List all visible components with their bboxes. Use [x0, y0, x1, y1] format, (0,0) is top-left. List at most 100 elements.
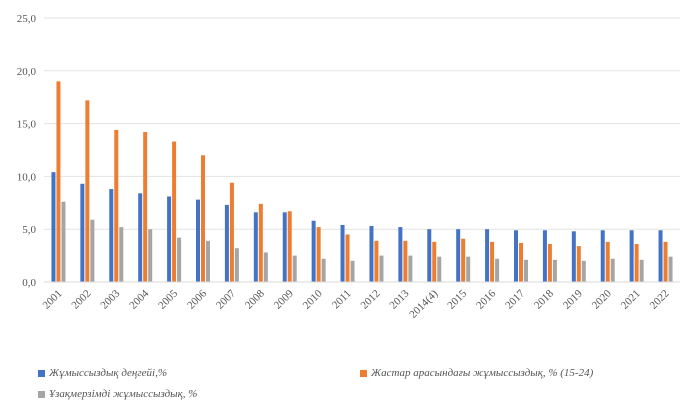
x-tick-label: 2003	[98, 287, 122, 311]
bar-2009-series-1	[287, 211, 292, 282]
bar-2001-series-2	[61, 201, 66, 282]
x-tick-label: 2006	[185, 287, 209, 311]
bar-2013-series-0	[398, 227, 403, 282]
x-tick-label: 2009	[272, 287, 296, 311]
x-tick-label: 2018	[532, 287, 556, 311]
bar-2016-series-2	[495, 258, 500, 282]
bar-2015-series-0	[456, 229, 461, 282]
y-tick-label: 20,0	[17, 66, 37, 78]
x-tick-label: 2007	[214, 287, 238, 311]
bar-2014(4)-series-2	[437, 256, 442, 282]
x-tick-label: 2005	[156, 287, 180, 311]
bar-2016-series-1	[490, 241, 495, 282]
bar-2008-series-2	[263, 252, 268, 282]
bar-2010-series-0	[311, 220, 316, 282]
bar-2014(4)-series-1	[432, 241, 437, 282]
bar-2014(4)-series-0	[427, 229, 432, 282]
x-tick-label: 2008	[243, 287, 267, 311]
bar-2009-series-2	[292, 255, 297, 282]
x-tick-label: 2014(4)	[407, 287, 440, 320]
bar-2012-series-1	[374, 240, 379, 282]
bar-2006-series-1	[201, 155, 205, 282]
bar-2012-series-2	[379, 255, 384, 282]
bar-2007-series-2	[234, 248, 239, 282]
bar-2008-series-1	[258, 203, 263, 282]
bar-2022-series-1	[663, 241, 668, 282]
bar-2021-series-1	[634, 243, 639, 282]
bar-2011-series-0	[340, 224, 345, 282]
bar-2021-series-2	[639, 259, 644, 282]
x-axis-ticks: 2001 2002 2003 2004 2005 2006 2007 2008 2009 2010…	[41, 287, 672, 320]
legend-item-unemployment: Жұмыссыздық деңгейі,%	[38, 367, 167, 379]
bar-2006-series-2	[206, 240, 210, 282]
y-tick-label: 5,0	[22, 224, 36, 236]
bar-2006-series-0	[196, 199, 200, 282]
legend-label-long-term: Ұзақмерзімді жұмыссыздық, %	[49, 388, 198, 400]
x-tick-label: 2010	[301, 287, 325, 311]
x-tick-label: 2022	[648, 288, 672, 312]
x-tick-label: 2017	[503, 287, 527, 311]
bar-2018-series-0	[542, 230, 547, 282]
y-tick-label: 15,0	[17, 119, 37, 131]
bar-2004-series-1	[143, 132, 148, 282]
bar-2019-series-0	[571, 231, 576, 282]
bar-2010-series-1	[316, 227, 321, 282]
bar-2019-series-1	[576, 246, 581, 282]
bar-2005-series-0	[167, 196, 172, 282]
bar-2010-series-2	[321, 258, 326, 282]
bar-2020-series-2	[610, 258, 615, 282]
bar-2020-series-1	[605, 241, 610, 282]
bars	[51, 81, 673, 282]
bar-2004-series-2	[148, 229, 153, 282]
bar-2004-series-0	[138, 193, 143, 282]
x-tick-label: 2001	[41, 288, 65, 312]
x-tick-label: 2016	[474, 287, 498, 311]
bar-2011-series-1	[345, 234, 350, 282]
bar-2009-series-0	[282, 212, 287, 282]
x-tick-label: 2012	[359, 288, 383, 312]
bar-2013-series-2	[408, 255, 413, 282]
bar-2002-series-2	[90, 219, 95, 282]
bar-2020-series-0	[600, 230, 605, 282]
x-tick-label: 2019	[561, 287, 585, 311]
bar-2015-series-1	[461, 238, 466, 282]
bar-2007-series-0	[224, 204, 229, 282]
x-tick-label: 2004	[127, 287, 151, 311]
legend-item-youth: Жастар арасындағы жұмыссыздық, % (15-24)	[360, 367, 593, 379]
bar-2018-series-2	[552, 259, 557, 282]
legend-swatch-youth	[360, 369, 367, 377]
y-tick-label: 25,0	[17, 13, 37, 25]
bar-2013-series-1	[403, 240, 408, 282]
bar-2017-series-0	[514, 230, 518, 282]
bar-2022-series-2	[668, 256, 673, 282]
legend-swatch-long-term	[38, 390, 45, 398]
y-axis-ticks: 0,0 5,0 10,0 15,0 20,0 25,0	[17, 13, 37, 289]
y-tick-label: 0,0	[22, 277, 36, 289]
bar-2001-series-0	[51, 172, 56, 282]
x-tick-label: 2011	[330, 288, 354, 312]
legend-label-unemployment: Жұмыссыздық деңгейі,%	[49, 367, 167, 379]
bar-2007-series-1	[229, 182, 234, 282]
bar-2018-series-1	[547, 243, 552, 282]
legend-item-long-term: Ұзақмерзімді жұмыссыздық, %	[38, 388, 197, 400]
x-tick-label: 2021	[619, 288, 643, 312]
bar-2003-series-1	[114, 129, 119, 282]
bar-2021-series-0	[629, 230, 634, 282]
legend-swatch-unemployment	[38, 369, 45, 377]
bar-2003-series-2	[119, 227, 124, 282]
bar-2022-series-0	[658, 230, 663, 282]
y-tick-label: 10,0	[17, 171, 37, 183]
bar-2015-series-2	[466, 256, 471, 282]
bar-2003-series-0	[109, 189, 114, 282]
x-tick-label: 2020	[590, 287, 614, 311]
bar-2017-series-1	[519, 242, 523, 282]
bar-2016-series-0	[485, 229, 490, 282]
bar-2005-series-1	[172, 141, 177, 282]
bar-2019-series-2	[581, 260, 586, 282]
gridlines	[44, 17, 680, 230]
legend-label-youth: Жастар арасындағы жұмыссыздық, % (15-24)	[371, 367, 594, 379]
bar-2011-series-2	[350, 260, 355, 282]
bar-2001-series-1	[56, 81, 61, 282]
bar-2002-series-0	[80, 183, 85, 282]
